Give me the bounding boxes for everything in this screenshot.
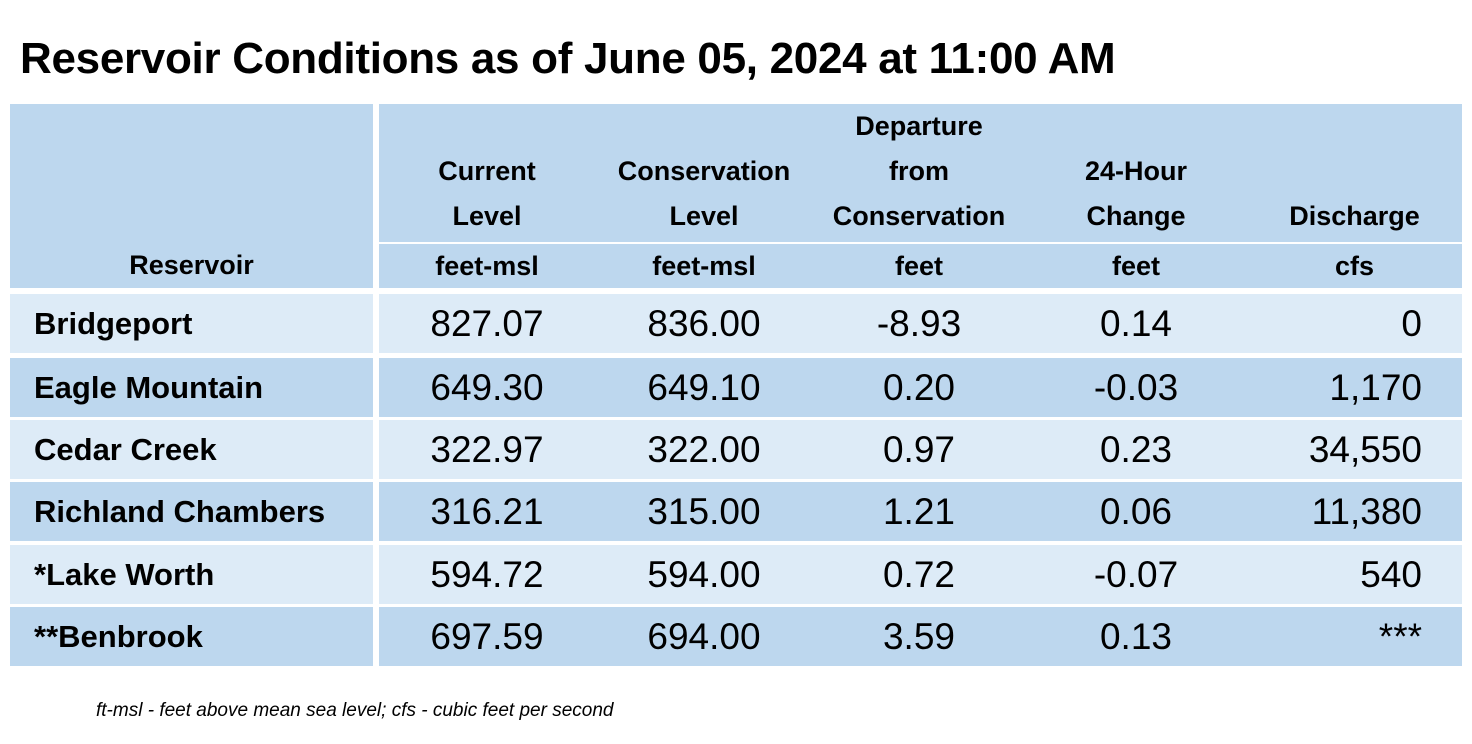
header-discharge-line1: Discharge <box>1289 201 1420 231</box>
header-departure-line1: Departure <box>855 111 983 141</box>
cell-change: 0.13 <box>1025 607 1247 666</box>
header-24h-change: 24-Hour Change <box>1025 104 1247 242</box>
header-current-line1: Current <box>438 156 536 186</box>
header-current-line2: Level <box>452 201 522 231</box>
unit-discharge: cfs <box>1334 251 1375 281</box>
units-departure: feet <box>813 244 1025 288</box>
cell-current: 827.07 <box>379 294 595 353</box>
cell-departure: 0.97 <box>813 420 1025 479</box>
units-24h-change: feet <box>1025 244 1247 288</box>
header-conservation-line2: Level <box>669 201 739 231</box>
cell-discharge: *** <box>1247 607 1462 666</box>
cell-name: **Benbrook <box>10 607 373 666</box>
cell-change: -0.07 <box>1025 545 1247 604</box>
header-discharge: Discharge <box>1247 104 1462 242</box>
cell-current: 649.30 <box>379 358 595 417</box>
cell-current: 594.72 <box>379 545 595 604</box>
cell-conservation: 836.00 <box>595 294 813 353</box>
cell-name: Bridgeport <box>10 294 373 353</box>
unit-conservation: feet-msl <box>652 251 756 281</box>
cell-discharge: 34,550 <box>1247 420 1462 479</box>
cell-discharge: 540 <box>1247 545 1462 604</box>
cell-discharge: 0 <box>1247 294 1462 353</box>
cell-departure: 3.59 <box>813 607 1025 666</box>
cell-current: 697.59 <box>379 607 595 666</box>
cell-change: 0.14 <box>1025 294 1247 353</box>
cell-change: 0.06 <box>1025 482 1247 541</box>
cell-discharge: 1,170 <box>1247 358 1462 417</box>
footnote: ft-msl - feet above mean sea level; cfs … <box>96 700 614 721</box>
header-reservoir-label: Reservoir <box>129 250 254 280</box>
header-current-level: Current Level <box>379 104 595 242</box>
header-departure: Departure from Conservation <box>813 104 1025 242</box>
header-change-line2: Change <box>1086 201 1186 231</box>
header-departure-line2: from <box>889 156 949 186</box>
cell-discharge: 11,380 <box>1247 482 1462 541</box>
header-conservation-line1: Conservation <box>617 156 791 186</box>
header-reservoir: Reservoir <box>10 104 373 288</box>
page-title: Reservoir Conditions as of June 05, 2024… <box>20 34 1116 83</box>
header-departure-line3: Conservation <box>832 201 1006 231</box>
unit-change: feet <box>1111 251 1160 281</box>
cell-conservation: 694.00 <box>595 607 813 666</box>
units-discharge: cfs <box>1247 244 1462 288</box>
cell-change: 0.23 <box>1025 420 1247 479</box>
cell-conservation: 649.10 <box>595 358 813 417</box>
cell-departure: 1.21 <box>813 482 1025 541</box>
cell-departure: 0.72 <box>813 545 1025 604</box>
cell-conservation: 322.00 <box>595 420 813 479</box>
unit-departure: feet <box>894 251 943 281</box>
cell-name: Eagle Mountain <box>10 358 373 417</box>
cell-name: Richland Chambers <box>10 482 373 541</box>
header-change-line1: 24-Hour <box>1084 156 1187 186</box>
reservoir-table: Reservoir Current Level Conservation Lev… <box>10 104 1462 666</box>
header-conservation-level: Conservation Level <box>595 104 813 242</box>
cell-departure: -8.93 <box>813 294 1025 353</box>
cell-name: *Lake Worth <box>10 545 373 604</box>
cell-departure: 0.20 <box>813 358 1025 417</box>
cell-current: 316.21 <box>379 482 595 541</box>
cell-conservation: 315.00 <box>595 482 813 541</box>
cell-change: -0.03 <box>1025 358 1247 417</box>
units-current-level: feet-msl <box>379 244 595 288</box>
cell-current: 322.97 <box>379 420 595 479</box>
unit-current: feet-msl <box>435 251 539 281</box>
units-conservation-level: feet-msl <box>595 244 813 288</box>
cell-name: Cedar Creek <box>10 420 373 479</box>
cell-conservation: 594.00 <box>595 545 813 604</box>
